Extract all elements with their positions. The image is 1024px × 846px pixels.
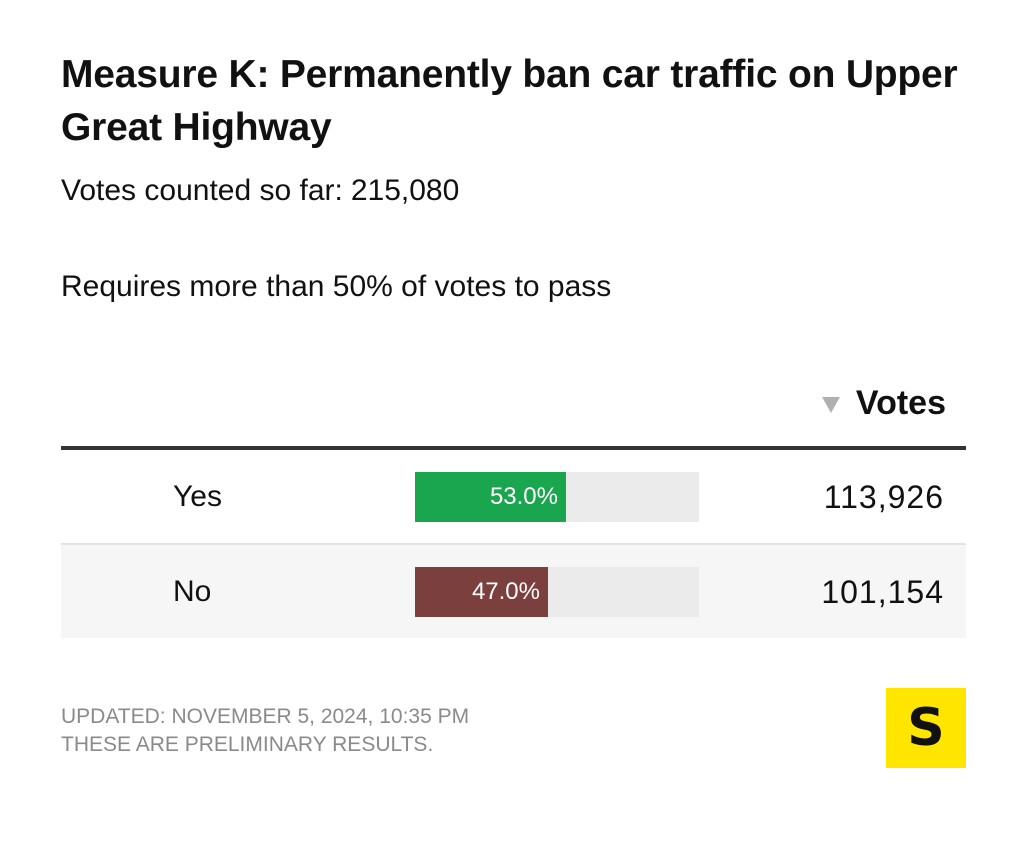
vote-count: 113,926 — [823, 478, 944, 515]
triangle-down-icon — [821, 397, 840, 413]
votes-counted-value: 215,080 — [350, 174, 460, 207]
bar-yes: 53.0% — [415, 471, 566, 522]
bar-track: 53.0% — [415, 471, 699, 522]
votes-counted-label: Votes counted so far: — [61, 174, 343, 207]
preliminary-note: THESE ARE PRELIMINARY RESULTS. — [61, 733, 434, 756]
updated-timestamp: UPDATED: NOVEMBER 5, 2024, 10:35 PM — [61, 705, 470, 728]
percent-label: 53.0% — [489, 482, 558, 510]
results-table: Yes 53.0% 113,926 No 47.0% 101,154 — [61, 450, 966, 638]
publisher-logo: S — [886, 688, 966, 768]
bar-track: 47.0% — [415, 566, 699, 617]
table-row: No 47.0% 101,154 — [61, 545, 966, 638]
votes-counted: Votes counted so far: 215,080 — [61, 172, 459, 210]
option-label: Yes — [173, 479, 222, 513]
vote-count: 101,154 — [821, 573, 944, 610]
percent-label: 47.0% — [471, 577, 540, 605]
header-divider — [61, 446, 966, 450]
option-label: No — [173, 574, 212, 608]
votes-column-label: Votes — [855, 384, 946, 422]
pass-requirement: Requires more than 50% of votes to pass — [61, 270, 612, 303]
bar-no: 47.0% — [415, 566, 548, 617]
table-row: Yes 53.0% 113,926 — [61, 450, 966, 545]
page-title: Measure K: Permanently ban car traffic o… — [61, 53, 958, 149]
votes-column-header[interactable]: Votes — [821, 381, 946, 425]
footnote: UPDATED: NOVEMBER 5, 2024, 10:35 PM THES… — [61, 703, 469, 759]
